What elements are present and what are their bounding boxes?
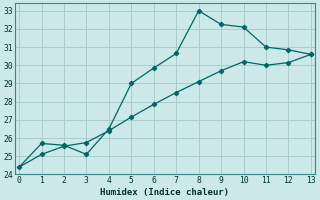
X-axis label: Humidex (Indice chaleur): Humidex (Indice chaleur) <box>100 188 229 197</box>
